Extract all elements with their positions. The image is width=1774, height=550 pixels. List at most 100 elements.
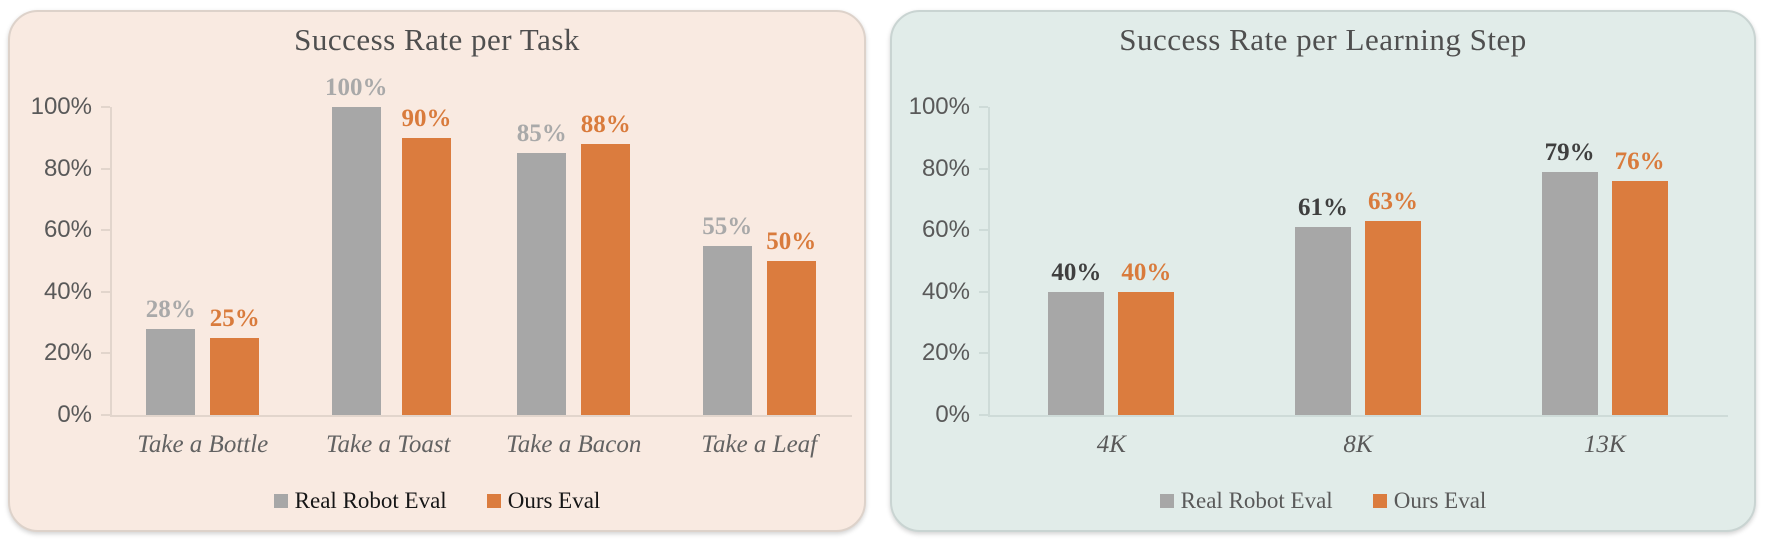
y-axis-tick-label: 60%	[43, 216, 92, 244]
y-axis-tick-label: 20%	[921, 339, 970, 367]
bar-real-robot-eval	[517, 153, 567, 415]
bar-pair: 61% 63%	[1295, 107, 1421, 415]
bar-real-robot-eval	[331, 107, 381, 415]
category-group: 61% 63% 8K	[1235, 107, 1482, 458]
y-axis-tick-mark	[979, 290, 988, 293]
y-axis-tick-mark	[979, 414, 988, 416]
y-axis-tick-label: 100%	[908, 93, 970, 120]
category-group: 79% 76% 13K	[1481, 107, 1728, 458]
bar-column-real-robot-eval: 79%	[1541, 107, 1598, 415]
y-axis-tick-mark	[101, 290, 110, 293]
bar-value-label: 28%	[145, 295, 196, 323]
bar-pair: 28% 25%	[146, 107, 260, 415]
bar-pair: 85% 88%	[517, 107, 631, 415]
y-axis-tick-label: 20%	[43, 339, 92, 367]
category-group: 40% 40% 4K	[988, 107, 1235, 458]
y-axis-tick-label: 80%	[921, 154, 970, 182]
y-axis-tick-label: 100%	[30, 93, 92, 120]
bar-real-robot-eval	[702, 245, 752, 415]
category-label: Take a Bottle	[137, 431, 269, 458]
bar-value-label: 55%	[702, 212, 753, 240]
plot-area-task: 0% 20% 40% 60% 80% 100% 28% 25% Take a Bottle 100…	[31, 74, 853, 458]
y-axis-tick-label: 60%	[921, 216, 970, 244]
bar-ours-eval	[1118, 291, 1175, 415]
bar-ours-eval	[402, 137, 451, 415]
legend-label-real-robot-eval: Real Robot Eval	[294, 488, 447, 513]
bar-value-label: 76%	[1614, 147, 1665, 175]
bar-value-label: 90%	[401, 104, 452, 132]
y-axis-tick-label: 80%	[43, 154, 92, 182]
y-axis-tick-label: 40%	[921, 277, 970, 305]
legend-label-real-robot-eval: Real Robot Eval	[1180, 488, 1333, 513]
bar-column-ours-eval: 90%	[401, 104, 452, 415]
legend-swatch-ours-eval	[1372, 494, 1387, 508]
legend-label-ours-eval: Ours Eval	[1393, 488, 1487, 513]
y-axis-tick-mark	[979, 229, 988, 232]
bar-pair: 55% 50%	[702, 107, 816, 415]
bar-real-robot-eval	[1541, 171, 1598, 415]
bar-column-real-robot-eval: 85%	[517, 107, 567, 415]
bar-value-label: 40%	[1121, 258, 1172, 286]
y-axis-tick-mark	[101, 167, 110, 170]
bar-ours-eval	[1611, 180, 1668, 415]
category-label: Take a Toast	[325, 431, 451, 458]
plot-area-learning-step: 0% 20% 40% 60% 80% 100% 40% 40% 4K 61% 63% 8K 79% 76%…	[909, 95, 1728, 458]
panel-success-rate-per-learning-step: Success Rate per Learning Step 0% 20% 40% 6…	[890, 10, 1756, 532]
bar-column-real-robot-eval: 100%	[325, 74, 388, 415]
bar-value-label: 79%	[1544, 138, 1595, 166]
legend-task: Real Robot Eval Ours Eval	[10, 488, 864, 514]
category-group: 85% 88% Take a Bacon	[481, 107, 667, 458]
y-axis-tick-mark	[101, 106, 110, 108]
legend-item-ours-eval: Ours Eval	[1372, 488, 1487, 514]
bar-column-ours-eval: 63%	[1365, 107, 1421, 415]
y-axis-tick-mark	[101, 352, 110, 355]
bar-value-label: 50%	[766, 228, 817, 255]
legend-learning-step: Real Robot Eval Ours Eval	[892, 488, 1754, 514]
bar-column-real-robot-eval: 61%	[1295, 107, 1351, 415]
bar-column-real-robot-eval: 28%	[146, 107, 196, 415]
bar-ours-eval	[766, 261, 816, 415]
category-label: Take a Leaf	[701, 431, 818, 458]
bar-column-ours-eval: 40%	[1118, 107, 1175, 415]
y-axis-tick-mark	[979, 106, 988, 108]
bar-ours-eval	[581, 143, 631, 415]
bar-ours-eval	[1365, 220, 1421, 415]
bar-ours-eval	[210, 338, 260, 415]
y-axis-tick-mark	[101, 414, 110, 416]
legend-swatch-ours-eval	[486, 494, 501, 508]
y-axis-tick-mark	[979, 167, 988, 170]
bar-real-robot-eval	[1295, 227, 1351, 415]
bar-real-robot-eval	[146, 328, 196, 415]
y-axis-tick-label: 0%	[57, 401, 92, 428]
category-group: 100% 90% Take a Toast	[296, 74, 482, 458]
panel-success-rate-per-task: Success Rate per Task 0% 20% 40% 60% 80% 100%…	[8, 10, 866, 532]
legend-label-ours-eval: Ours Eval	[507, 488, 601, 513]
bar-pair: 40% 40%	[1048, 107, 1175, 415]
legend-swatch-real-robot-eval	[1159, 494, 1174, 508]
bar-value-label: 61%	[1298, 194, 1348, 222]
bar-value-label: 25%	[209, 305, 260, 332]
y-axis-tick-mark	[979, 352, 988, 355]
y-axis-tick-label: 0%	[935, 401, 970, 428]
category-label: Take a Bacon	[506, 431, 642, 458]
bar-pair: 79% 76%	[1541, 107, 1668, 415]
bar-pair: 100% 90%	[325, 74, 452, 415]
chart-title-task: Success Rate per Task	[294, 22, 580, 57]
bar-value-label: 100%	[325, 74, 388, 101]
bar-column-real-robot-eval: 55%	[702, 107, 752, 415]
bar-value-label: 63%	[1368, 187, 1418, 215]
legend-item-real-robot-eval: Real Robot Eval	[273, 488, 447, 514]
category-label: 8K	[1343, 431, 1373, 458]
legend-item-ours-eval: Ours Eval	[486, 488, 601, 514]
category-group: 28% 25% Take a Bottle	[110, 107, 296, 458]
bar-column-ours-eval: 76%	[1611, 107, 1668, 415]
bar-column-real-robot-eval: 40%	[1048, 107, 1105, 415]
category-label: 4K	[1096, 431, 1126, 458]
bar-real-robot-eval	[1048, 291, 1105, 415]
bar-value-label: 85%	[516, 120, 567, 148]
bar-column-ours-eval: 88%	[581, 107, 631, 415]
bar-value-label: 40%	[1051, 258, 1102, 286]
category-group: 55% 50% Take a Leaf	[667, 107, 853, 458]
legend-item-real-robot-eval: Real Robot Eval	[1159, 488, 1333, 514]
bar-column-ours-eval: 50%	[766, 107, 816, 415]
